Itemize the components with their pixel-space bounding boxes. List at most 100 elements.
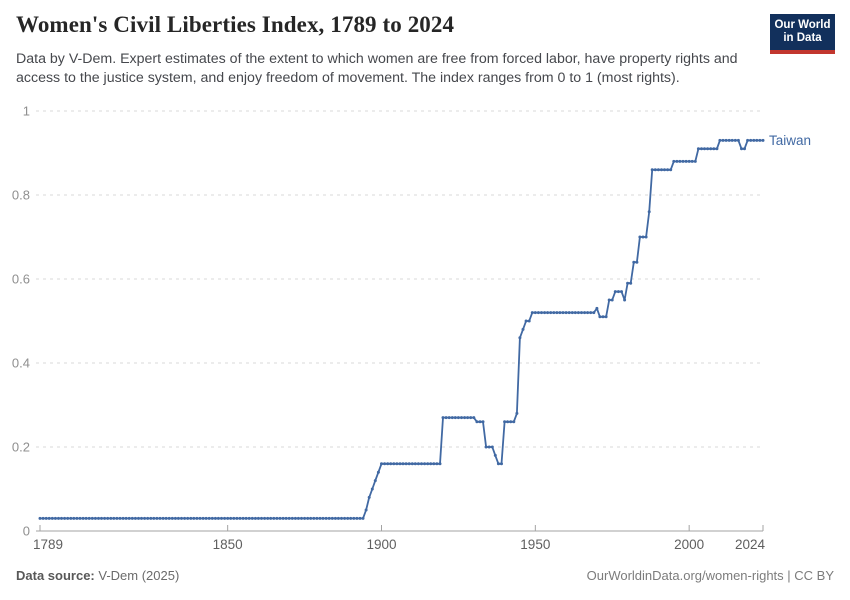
data-point-marker <box>398 462 402 466</box>
x-axis-tick-label: 1789 <box>33 537 63 552</box>
data-point-marker <box>481 420 485 424</box>
data-point-marker <box>284 516 288 520</box>
data-point-marker <box>746 138 750 142</box>
data-point-marker <box>170 516 174 520</box>
data-point-marker <box>383 462 387 466</box>
data-point-marker <box>103 516 107 520</box>
data-point-marker <box>506 420 510 424</box>
data-point-marker <box>444 416 448 420</box>
data-point-marker <box>660 168 663 172</box>
data-point-marker <box>475 420 479 424</box>
data-point-marker <box>586 311 590 315</box>
data-point-marker <box>752 138 756 142</box>
data-point-marker <box>700 147 703 151</box>
data-point-marker <box>376 470 380 474</box>
data-point-marker <box>546 311 550 315</box>
series-line <box>40 139 763 520</box>
data-point-marker <box>552 311 556 315</box>
data-point-marker <box>247 516 251 520</box>
data-point-marker <box>509 420 513 424</box>
data-point-marker <box>321 516 325 520</box>
data-point-marker <box>549 311 553 315</box>
data-point-marker <box>210 516 214 520</box>
data-point-marker <box>367 495 371 499</box>
data-point-marker <box>158 516 162 520</box>
data-point-marker <box>140 516 143 520</box>
data-point-marker <box>616 290 620 294</box>
data-point-marker <box>493 453 497 457</box>
data-point-marker <box>410 462 414 466</box>
data-point-marker <box>290 516 294 520</box>
data-point-marker <box>330 516 334 520</box>
x-axis-tick-label: 2000 <box>674 537 704 552</box>
data-source-label: Data source: <box>16 568 95 583</box>
data-point-marker <box>496 462 500 466</box>
data-point-marker <box>567 311 571 315</box>
data-point-marker <box>386 462 390 466</box>
data-point-marker <box>687 159 691 163</box>
series-label-taiwan[interactable]: Taiwan <box>769 133 811 148</box>
data-point-marker <box>693 159 697 163</box>
data-point-marker <box>515 411 519 415</box>
data-point-marker <box>41 516 45 520</box>
data-point-marker <box>201 516 205 520</box>
data-point-marker <box>183 516 187 520</box>
data-point-marker <box>758 138 762 142</box>
data-point-marker <box>727 138 731 142</box>
data-point-marker <box>500 462 503 466</box>
data-point-marker <box>564 311 568 315</box>
data-point-marker <box>272 516 276 520</box>
data-point-marker <box>709 147 713 151</box>
data-point-marker <box>635 260 639 264</box>
data-point-marker <box>583 311 587 315</box>
data-point-marker <box>87 516 91 520</box>
data-point-marker <box>223 516 227 520</box>
data-point-marker <box>423 462 427 466</box>
data-point-marker <box>78 516 82 520</box>
data-point-marker <box>373 479 377 483</box>
data-point-marker <box>613 290 617 294</box>
data-point-marker <box>121 516 125 520</box>
data-point-marker <box>173 516 177 520</box>
data-point-marker <box>656 168 660 172</box>
data-point-marker <box>346 516 350 520</box>
data-point-marker <box>198 516 202 520</box>
data-point-marker <box>124 516 128 520</box>
owid-logo[interactable]: Our World in Data <box>770 14 835 54</box>
data-point-marker <box>333 516 337 520</box>
data-point-marker <box>607 298 611 302</box>
data-point-marker <box>109 516 113 520</box>
data-point-marker <box>447 416 451 420</box>
data-point-marker <box>666 168 670 172</box>
data-point-marker <box>318 516 322 520</box>
data-point-marker <box>469 416 473 420</box>
data-point-marker <box>75 516 79 520</box>
credit-link[interactable]: OurWorldinData.org/women-rights | CC BY <box>586 568 834 583</box>
data-point-marker <box>72 516 76 520</box>
data-point-marker <box>404 462 408 466</box>
data-point-marker <box>312 516 316 520</box>
data-point-marker <box>389 462 393 466</box>
data-point-marker <box>533 311 537 315</box>
data-point-marker <box>620 290 623 294</box>
data-point-marker <box>460 416 463 420</box>
data-point-marker <box>718 138 722 142</box>
series-taiwan[interactable]: Taiwan <box>38 133 812 520</box>
data-point-marker <box>623 298 627 302</box>
data-point-marker <box>675 159 679 163</box>
data-point-marker <box>66 516 70 520</box>
data-point-marker <box>573 311 577 315</box>
data-point-marker <box>232 516 236 520</box>
data-point-marker <box>712 147 716 151</box>
data-point-marker <box>555 311 559 315</box>
y-axis-tick-label: 0 <box>23 524 30 539</box>
data-point-marker <box>690 159 694 163</box>
y-axis-tick-label: 0.8 <box>12 188 30 203</box>
data-point-marker <box>450 416 454 420</box>
data-point-marker <box>589 311 593 315</box>
data-point-marker <box>669 168 673 172</box>
data-point-marker <box>216 516 220 520</box>
data-point-marker <box>324 516 328 520</box>
data-point-marker <box>127 516 131 520</box>
